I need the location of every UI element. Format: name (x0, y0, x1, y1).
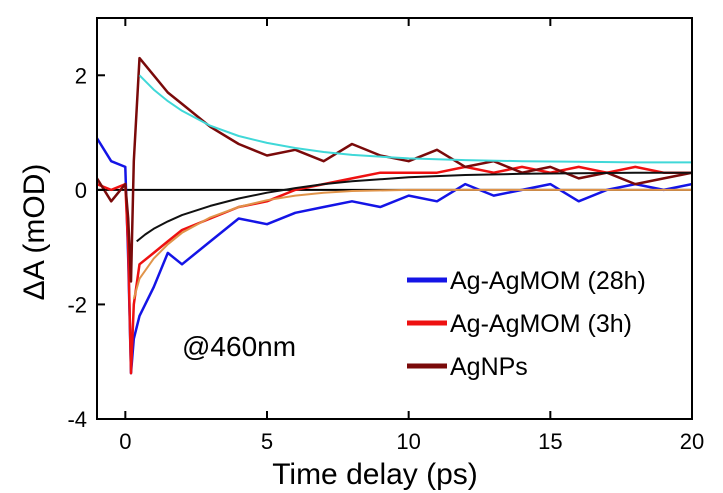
y-axis: -4 -2 0 2 (67, 63, 105, 432)
fit-line-3 (138, 74, 692, 164)
series-layer (97, 56, 692, 375)
annotation-wavelength: @460nm (182, 331, 296, 362)
y-tick-label: -4 (67, 407, 87, 432)
x-axis-label: Time delay (ps) (272, 458, 478, 491)
x-tick-label: 5 (261, 429, 273, 454)
y-tick-label: 0 (75, 178, 87, 203)
plot-frame (96, 17, 693, 420)
x-tick-label: 20 (680, 429, 704, 454)
legend-label: Ag-AgMOM (3h) (450, 310, 632, 338)
plot-area (97, 18, 692, 419)
legend-label: Ag-AgMOM (28h) (450, 267, 646, 295)
legend: Ag-AgMOM (28h) Ag-AgMOM (3h) AgNPs (407, 267, 646, 381)
y-tick-label: 2 (75, 63, 87, 88)
x-tick-label: 15 (538, 429, 562, 454)
x-tick-label: 10 (396, 429, 420, 454)
fit-line-5 (132, 188, 692, 299)
legend-label: AgNPs (450, 353, 528, 381)
y-axis-label: ΔA (mOD) (18, 164, 51, 301)
fit-line-4 (136, 171, 692, 243)
x-axis: 0 5 10 15 20 (119, 18, 704, 454)
x-tick-label: 0 (119, 429, 131, 454)
y-tick-label: -2 (67, 292, 87, 317)
